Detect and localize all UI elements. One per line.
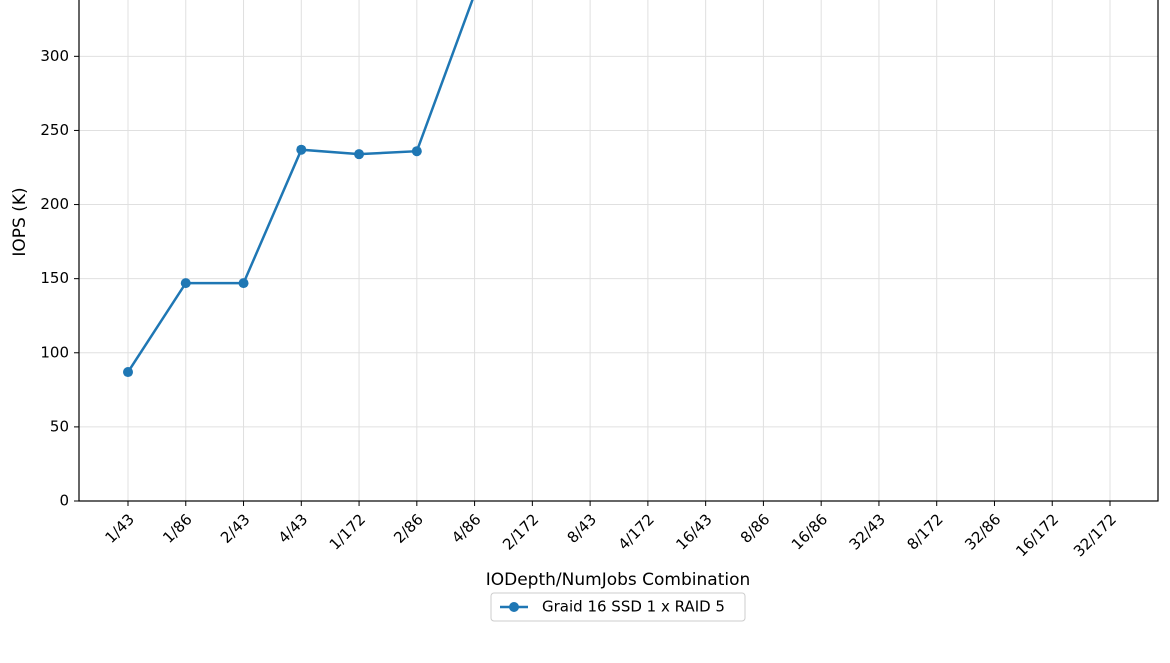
x-tick-label: 1/86 (159, 510, 196, 547)
grid (79, 0, 1158, 502)
x-tick-label: 16/172 (1012, 510, 1062, 560)
y-tick-label: 0 (59, 492, 69, 510)
y-tick-label: 250 (40, 121, 69, 139)
x-tick-label: 1/43 (101, 510, 138, 547)
ticks: 0 50 100 150 200 250 300 1/43 1/86 2/43 4/43 1/172 2… (40, 47, 1120, 561)
data-point (180, 278, 191, 289)
x-tick-label: 2/43 (217, 510, 254, 547)
x-tick-label: 8/86 (737, 510, 774, 547)
y-axis-label: IOPS (K) (10, 187, 30, 256)
legend: Graid 16 SSD 1 x RAID 5 (490, 592, 746, 622)
x-tick-label: 4/86 (448, 510, 485, 547)
y-tick-label: 200 (40, 195, 69, 213)
x-tick-label: 4/172 (615, 510, 658, 553)
x-tick-label: 32/43 (846, 510, 889, 553)
data-point (296, 144, 307, 155)
x-tick-label: 16/43 (672, 510, 715, 553)
y-tick-label: 300 (40, 47, 69, 65)
y-tick-label: 100 (40, 343, 69, 361)
axes-frame (78, 0, 1159, 502)
legend-box (490, 592, 746, 622)
x-tick-label: 8/43 (564, 510, 601, 547)
x-axis-label: IODepth/NumJobs Combination (486, 570, 751, 590)
y-tick-label: 50 (50, 417, 69, 435)
data-point (354, 149, 365, 160)
legend-marker (509, 602, 519, 612)
legend-label: Graid 16 SSD 1 x RAID 5 (542, 598, 725, 616)
x-tick-label: 32/86 (961, 510, 1004, 553)
x-tick-label: 2/172 (499, 510, 542, 553)
plot-area (123, 0, 474, 378)
data-point (411, 146, 422, 157)
data-point (123, 367, 133, 378)
x-tick-label: 16/86 (788, 510, 831, 553)
x-tick-label: 32/172 (1070, 510, 1120, 560)
x-tick-label: 4/43 (275, 510, 312, 547)
x-tick-label: 2/86 (390, 510, 427, 547)
y-tick-label: 150 (40, 269, 69, 287)
x-tick-label: 1/172 (326, 510, 369, 553)
data-point (238, 278, 249, 289)
x-tick-label: 8/172 (903, 510, 946, 553)
